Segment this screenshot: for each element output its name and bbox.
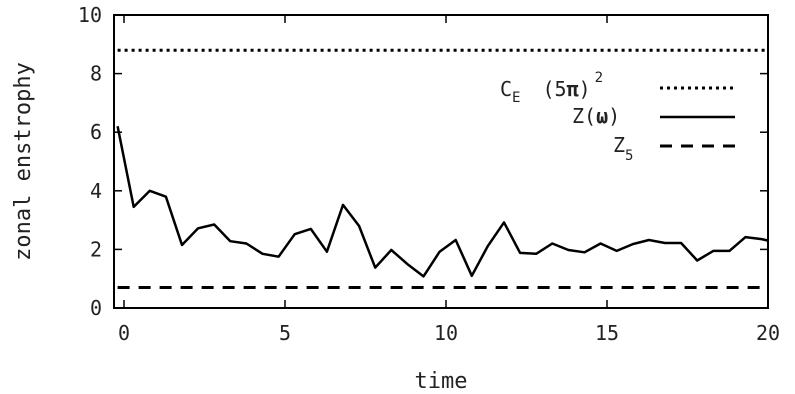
y-tick-label: 6 bbox=[90, 120, 102, 144]
plot-frame bbox=[113, 14, 769, 309]
legend: CE (5π) 2 Z(ω) Z5 bbox=[500, 70, 735, 164]
legend-label-z5: Z5 bbox=[613, 133, 633, 164]
x-tick-label: 0 bbox=[118, 321, 130, 345]
ticks-layer: 0 2 4 6 8 10 0 5 10 15 20 bbox=[78, 3, 780, 345]
y-axis-title: zonal enstrophy bbox=[11, 62, 36, 261]
x-tick-label: 20 bbox=[756, 321, 780, 345]
legend-entry-z5: Z5 bbox=[613, 133, 735, 164]
y-tick-label: 10 bbox=[78, 3, 102, 27]
legend-label-zw: Z(ω) bbox=[572, 104, 620, 128]
x-axis-title: time bbox=[415, 369, 468, 394]
y-tick-label: 0 bbox=[90, 296, 102, 320]
series-line-solid bbox=[116, 126, 769, 278]
legend-entry-ce: CE (5π) 2 bbox=[500, 70, 735, 106]
y-tick-label: 4 bbox=[90, 179, 102, 203]
legend-label-ce: CE (5π) 2 bbox=[500, 70, 603, 106]
series-layer bbox=[116, 48, 769, 289]
x-tick-label: 10 bbox=[434, 321, 458, 345]
legend-entry-zw: Z(ω) bbox=[572, 104, 735, 128]
y-tick-label: 2 bbox=[90, 237, 102, 261]
x-tick-label: 15 bbox=[595, 321, 619, 345]
y-tick-label: 8 bbox=[90, 62, 102, 86]
x-tick-label: 5 bbox=[279, 321, 291, 345]
